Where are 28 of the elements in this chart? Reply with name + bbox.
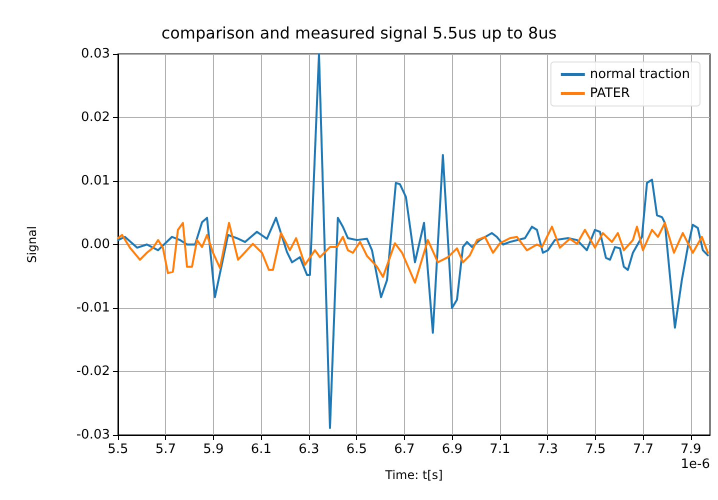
y-tick-label: -0.03 bbox=[76, 428, 110, 442]
x-tick-label: 7.1 bbox=[490, 442, 510, 457]
y-tick-label: 0.03 bbox=[81, 46, 110, 62]
x-tick-label: 6.9 bbox=[442, 442, 463, 457]
x-tick-label: 6.3 bbox=[298, 442, 320, 457]
y-tick-label: 0.02 bbox=[81, 110, 110, 125]
x-tick-label: 6.7 bbox=[394, 442, 415, 457]
x-tick-label: 7.9 bbox=[680, 442, 702, 457]
x-tick-label: 6.1 bbox=[250, 442, 272, 457]
line-series bbox=[117, 53, 709, 430]
y-tick-label: -0.01 bbox=[76, 300, 110, 316]
y-tick-label: -0.02 bbox=[76, 364, 110, 379]
text: 1e-6 bbox=[680, 457, 710, 472]
x-tick-label: 5.9 bbox=[203, 442, 224, 457]
legend-label: PATER bbox=[590, 86, 630, 101]
chart-title: comparison and measured signal 5.5us up to 8us bbox=[161, 24, 557, 42]
x-tick-label: 7.7 bbox=[632, 442, 654, 457]
x-tick-label: 7.5 bbox=[585, 442, 606, 457]
x-tick-label: 6.5 bbox=[346, 442, 368, 457]
x-tick-label: 5.5 bbox=[108, 442, 128, 457]
x-tick-label: 5.7 bbox=[155, 442, 176, 457]
x-axis-title: Time: t[s] bbox=[384, 468, 443, 482]
y-tick-label: 0.00 bbox=[81, 237, 110, 252]
line-series bbox=[117, 222, 709, 284]
x-tick-label: 7.3 bbox=[537, 442, 558, 457]
legend-label: normal traction bbox=[590, 67, 690, 82]
y-tick-label: 0.01 bbox=[81, 174, 110, 188]
y-axis-title: Signal bbox=[25, 226, 39, 263]
